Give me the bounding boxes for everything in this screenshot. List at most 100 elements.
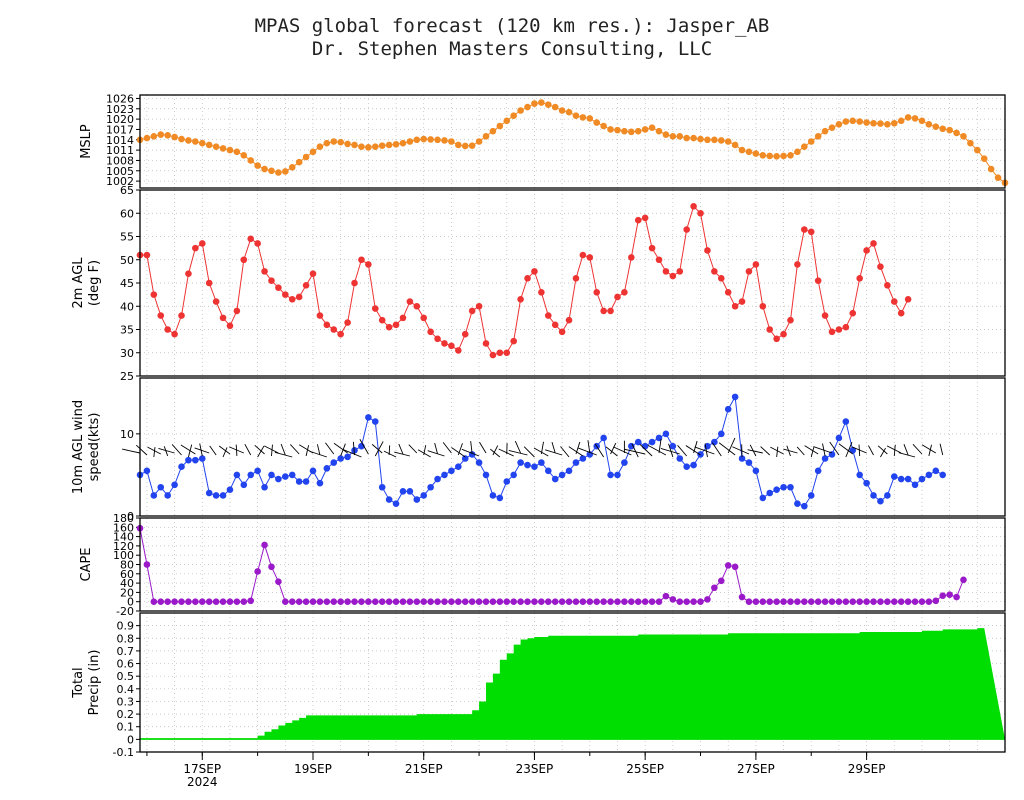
data-point-cape bbox=[406, 598, 414, 605]
data-point-mslp bbox=[752, 150, 760, 157]
data-point-wind bbox=[185, 456, 192, 464]
y-tick-label: 40 bbox=[120, 577, 134, 590]
data-point-wind bbox=[752, 467, 760, 475]
wind-barb bbox=[704, 443, 708, 458]
wind-barb bbox=[264, 445, 279, 454]
wind-barb bbox=[222, 447, 228, 458]
data-point-mslp bbox=[531, 100, 538, 107]
data-point-wind bbox=[676, 455, 684, 462]
data-point-cape bbox=[773, 598, 780, 605]
data-point-mslp bbox=[600, 122, 607, 130]
data-point-mslp bbox=[828, 124, 836, 132]
data-point-mslp bbox=[773, 153, 780, 160]
wind-barb bbox=[408, 444, 418, 454]
data-point-mslp bbox=[711, 136, 718, 144]
data-point-cape bbox=[870, 598, 877, 605]
data-point-wind bbox=[517, 459, 524, 466]
wind-barb bbox=[229, 446, 244, 454]
data-point-wind bbox=[503, 478, 511, 485]
y-tick-label: 80 bbox=[120, 559, 134, 572]
data-point-mslp bbox=[787, 151, 794, 159]
x-tick-label: 17SEP bbox=[183, 762, 221, 776]
data-point-temperature bbox=[586, 254, 594, 261]
data-point-mslp bbox=[980, 155, 988, 163]
y-axis-label: Total bbox=[71, 667, 86, 698]
data-point-mslp bbox=[365, 144, 372, 151]
wind-barb bbox=[893, 444, 896, 457]
data-point-wind bbox=[448, 467, 455, 475]
y-tick-label: 55 bbox=[120, 231, 134, 244]
data-point-temperature bbox=[510, 337, 517, 345]
data-point-temperature bbox=[178, 312, 185, 319]
wind-barb bbox=[309, 450, 327, 458]
data-point-cape bbox=[198, 598, 206, 605]
y-tick-label: 65 bbox=[120, 184, 134, 197]
data-point-mslp bbox=[607, 126, 614, 133]
data-point-cape bbox=[288, 598, 296, 605]
data-point-mslp bbox=[939, 125, 947, 133]
data-point-cape bbox=[365, 598, 372, 605]
y-tick-label: 0.6 bbox=[117, 658, 135, 671]
y-tick-label: -20 bbox=[116, 605, 134, 618]
data-point-mslp bbox=[579, 114, 587, 121]
data-point-temperature bbox=[579, 251, 587, 259]
data-point-temperature bbox=[371, 305, 379, 312]
data-point-wind bbox=[558, 471, 566, 479]
y-tick-label: 60 bbox=[120, 568, 134, 581]
wind-barb bbox=[796, 446, 805, 456]
wind-barb bbox=[508, 450, 528, 456]
data-point-temperature bbox=[240, 256, 248, 264]
data-point-wind bbox=[621, 459, 628, 466]
data-point-cape bbox=[960, 576, 967, 584]
data-point-mslp bbox=[745, 148, 753, 156]
data-point-mslp bbox=[572, 112, 580, 119]
data-point-temperature bbox=[690, 202, 697, 210]
data-point-cape bbox=[538, 598, 545, 605]
data-point-wind bbox=[877, 497, 884, 505]
wind-barb bbox=[135, 444, 148, 456]
data-point-mslp bbox=[323, 139, 331, 147]
data-point-mslp bbox=[870, 119, 877, 127]
wind-barb bbox=[305, 445, 310, 457]
data-point-cape bbox=[697, 598, 704, 605]
data-point-mslp bbox=[178, 135, 185, 143]
data-point-wind bbox=[669, 442, 677, 450]
wind-barb bbox=[371, 444, 383, 454]
data-point-cape bbox=[794, 598, 801, 605]
data-point-mslp bbox=[399, 139, 407, 147]
data-point-wind bbox=[192, 456, 199, 464]
data-point-wind bbox=[863, 479, 870, 487]
data-point-wind bbox=[434, 475, 441, 483]
data-point-mslp bbox=[544, 101, 552, 108]
data-point-cape bbox=[157, 598, 165, 605]
data-point-cape bbox=[780, 598, 787, 605]
data-point-temperature bbox=[877, 263, 884, 271]
panel-precip: -0.100.10.20.30.40.50.60.70.80.9 Total Pre… bbox=[71, 612, 1006, 759]
y-tick-label: 30 bbox=[120, 347, 134, 360]
data-point-mslp bbox=[406, 138, 414, 145]
wind-barb bbox=[171, 444, 182, 456]
data-point-mslp bbox=[662, 131, 670, 138]
wind-barb bbox=[352, 441, 355, 456]
data-point-temperature bbox=[164, 326, 171, 333]
data-point-wind bbox=[683, 463, 690, 471]
data-point-cape bbox=[704, 596, 711, 603]
data-point-cape bbox=[953, 593, 960, 601]
y-tick-label: 10 bbox=[120, 428, 134, 441]
data-point-cape bbox=[503, 598, 511, 605]
wind-barb bbox=[898, 452, 916, 458]
data-point-mslp bbox=[987, 165, 995, 173]
data-point-temperature bbox=[192, 244, 199, 252]
data-point-wind bbox=[282, 473, 289, 480]
data-point-wind bbox=[835, 434, 843, 442]
data-point-wind bbox=[455, 463, 462, 471]
wind-barb bbox=[677, 445, 688, 457]
data-point-temperature bbox=[198, 240, 206, 247]
data-point-wind bbox=[337, 455, 344, 462]
chart-subtitle: Dr. Stephen Masters Consulting, LLC bbox=[312, 38, 712, 60]
data-point-cape bbox=[711, 584, 718, 592]
data-point-mslp bbox=[344, 140, 351, 148]
data-point-cape bbox=[759, 598, 767, 605]
wind-barb bbox=[613, 446, 632, 456]
